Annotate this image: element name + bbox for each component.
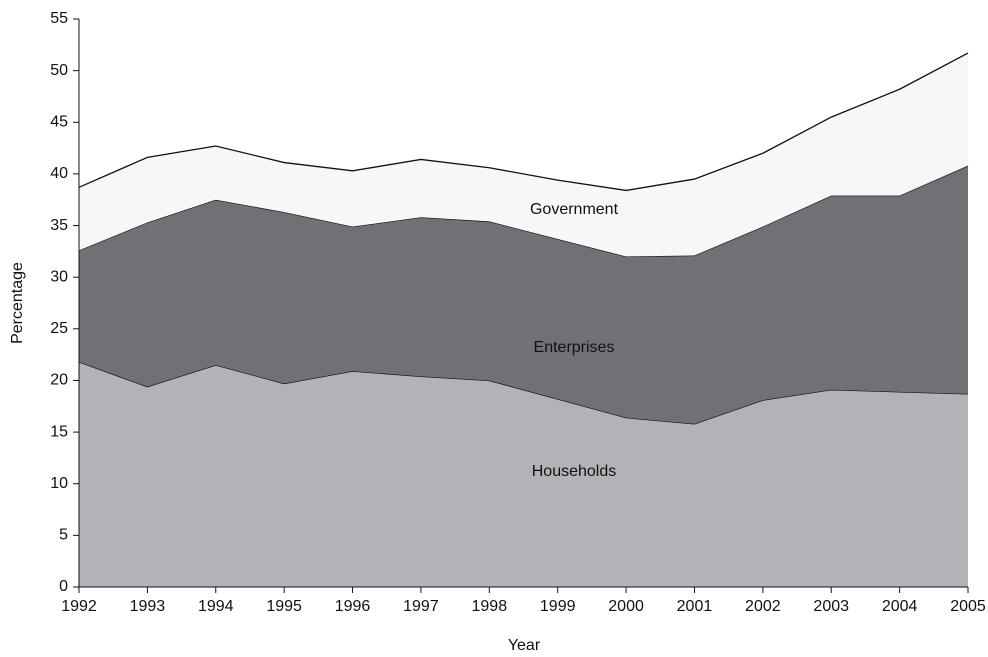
- y-tick-label: 40: [50, 165, 68, 182]
- y-tick-label: 45: [50, 113, 68, 130]
- series-label: Households: [532, 463, 617, 480]
- x-tick-label: 1992: [61, 598, 97, 615]
- y-tick-label: 15: [50, 423, 68, 440]
- x-tick-label: 2002: [745, 598, 781, 615]
- y-tick-label: 0: [59, 578, 68, 595]
- series-label: Enterprises: [534, 339, 615, 356]
- x-tick-label: 1994: [198, 598, 234, 615]
- y-tick-label: 35: [50, 217, 68, 234]
- area: [79, 361, 968, 587]
- x-tick-label: 2005: [950, 598, 986, 615]
- y-axis-label: Percentage: [9, 262, 26, 344]
- x-tick-label: 1999: [540, 598, 576, 615]
- x-tick-label: 2004: [882, 598, 918, 615]
- y-tick-label: 5: [59, 527, 68, 544]
- x-tick-label: 1993: [130, 598, 166, 615]
- x-tick-label: 2000: [608, 598, 644, 615]
- x-tick-label: 2003: [813, 598, 849, 615]
- x-tick-label: 1996: [335, 598, 371, 615]
- y-tick-label: 10: [50, 475, 68, 492]
- y-tick-label: 25: [50, 320, 68, 337]
- y-tick-label: 30: [50, 268, 68, 285]
- y-tick-label: 20: [50, 372, 68, 389]
- x-axis-label: Year: [508, 637, 541, 654]
- area-edge: [78, 52, 969, 192]
- y-tick-label: 55: [50, 10, 68, 27]
- x-tick-label: 1998: [472, 598, 508, 615]
- y-tick-label: 50: [50, 62, 68, 79]
- area: [79, 53, 968, 257]
- x-tick-label: 1997: [403, 598, 439, 615]
- x-tick-label: 2001: [677, 598, 713, 615]
- area: [79, 165, 968, 424]
- series-label: Government: [530, 201, 619, 218]
- x-tick-label: 1995: [266, 598, 302, 615]
